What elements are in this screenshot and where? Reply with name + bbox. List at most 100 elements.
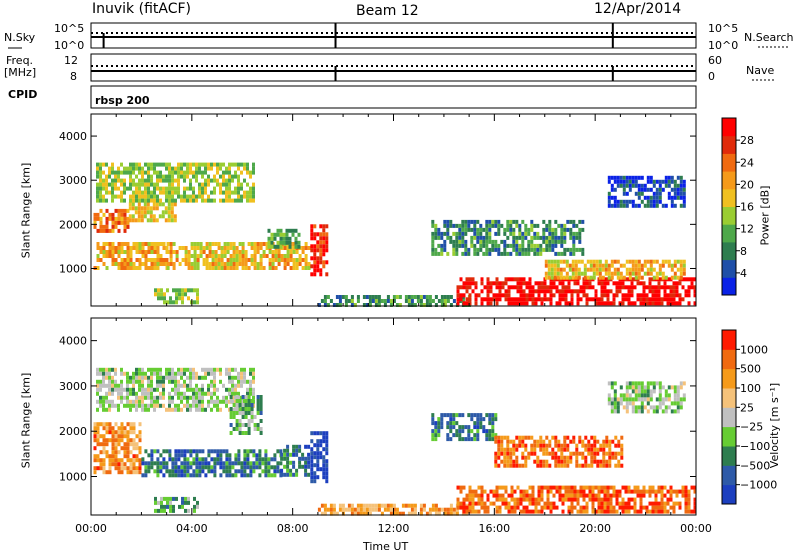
- y-tick-label: 4000: [59, 335, 87, 348]
- heatmap-cell: [96, 194, 99, 199]
- heatmap-cell: [465, 289, 469, 294]
- heatmap-cell: [231, 379, 234, 384]
- heatmap-cell: [222, 178, 225, 183]
- heatmap-cell: [268, 250, 272, 254]
- heatmap-cell: [587, 451, 591, 456]
- heatmap-cell: [228, 465, 232, 470]
- heatmap-cell: [132, 422, 136, 427]
- heatmap-cell: [178, 262, 182, 266]
- heatmap-cell: [627, 489, 631, 494]
- heatmap-cell: [255, 465, 259, 470]
- heatmap-cell: [524, 455, 528, 460]
- heatmap-cell: [310, 272, 314, 277]
- heatmap-cell: [150, 387, 153, 392]
- heatmap-cell: [171, 170, 174, 175]
- heatmap-cell: [383, 303, 387, 307]
- heatmap-cell: [609, 485, 613, 490]
- heatmap-cell: [461, 219, 465, 224]
- heatmap-cell: [560, 451, 564, 456]
- heatmap-cell: [670, 187, 674, 192]
- heatmap-cell: [503, 227, 507, 232]
- heatmap-cell: [159, 367, 162, 372]
- heatmap-cell: [522, 297, 526, 302]
- heatmap-cell: [219, 465, 223, 470]
- heatmap-cell: [286, 262, 290, 266]
- heatmap-cell: [613, 267, 617, 272]
- heatmap-cell: [522, 281, 526, 286]
- heatmap-cell: [144, 254, 148, 258]
- heatmap-cell: [679, 191, 683, 196]
- heatmap-cell: [652, 195, 656, 200]
- heatmap-cell: [129, 387, 132, 392]
- heatmap-cell: [506, 459, 510, 464]
- heatmap-cell: [546, 485, 550, 490]
- heatmap-cell: [563, 235, 567, 240]
- heatmap-cell: [141, 190, 144, 195]
- heatmap-cell: [634, 393, 638, 398]
- heatmap-cell: [96, 430, 100, 435]
- heatmap-cell: [120, 367, 123, 372]
- heatmap-cell: [171, 186, 174, 191]
- heatmap-cell: [229, 262, 233, 266]
- heatmap-cell: [621, 485, 625, 490]
- heatmap-cell: [111, 198, 114, 203]
- heatmap-cell: [205, 246, 209, 250]
- heatmap-cell: [660, 509, 664, 514]
- heatmap-cell: [246, 391, 249, 396]
- heatmap-cell: [313, 224, 317, 229]
- heatmap-cell: [279, 232, 283, 237]
- heatmap-cell: [117, 262, 121, 266]
- heatmap-cell: [678, 301, 682, 306]
- heatmap-cell: [494, 459, 498, 464]
- heatmap-cell: [673, 183, 677, 188]
- heatmap-cell: [273, 236, 277, 241]
- heatmap-cell: [657, 301, 661, 306]
- heatmap-cell: [471, 281, 475, 286]
- heatmap-cell: [132, 166, 135, 171]
- heatmap-cell: [616, 267, 620, 272]
- heatmap-cell: [597, 505, 601, 510]
- heatmap-cell: [616, 275, 620, 280]
- heatmap-cell: [190, 254, 194, 258]
- heatmap-cell: [554, 239, 558, 244]
- heatmap-cell: [509, 451, 513, 456]
- heatmap-cell: [129, 442, 133, 447]
- heatmap-cell: [516, 281, 520, 286]
- heatmap-cell: [617, 451, 621, 456]
- heatmap-cell: [220, 254, 224, 258]
- heatmap-cell: [600, 497, 604, 502]
- heatmap-cell: [232, 250, 236, 254]
- heatmap-cell: [590, 463, 594, 468]
- heatmap-cell: [631, 203, 635, 208]
- heatmap-cell: [392, 507, 396, 512]
- heatmap-cell: [225, 457, 229, 462]
- heatmap-cell: [654, 301, 658, 306]
- heatmap-cell: [169, 496, 172, 501]
- heatmap-cell: [111, 462, 115, 467]
- heatmap-cell: [545, 247, 549, 252]
- heatmap-cell: [533, 223, 537, 228]
- heatmap-cell: [172, 266, 176, 270]
- heatmap-cell: [413, 503, 417, 508]
- heatmap-cell: [476, 433, 480, 438]
- heatmap-cell: [192, 198, 195, 203]
- heatmap-cell: [465, 497, 469, 502]
- heatmap-cell: [211, 250, 215, 254]
- heatmap-cell: [289, 254, 293, 258]
- heatmap-cell: [187, 266, 191, 270]
- heatmap-cell: [551, 235, 555, 240]
- heatmap-cell: [108, 246, 112, 250]
- heatmap-cell: [96, 174, 99, 179]
- heatmap-cell: [504, 497, 508, 502]
- heatmap-cell: [141, 194, 144, 199]
- heatmap-cell: [319, 451, 323, 456]
- heatmap-cell: [531, 289, 535, 294]
- heatmap-cell: [603, 505, 607, 510]
- heatmap-cell: [693, 505, 697, 510]
- heatmap-cell: [657, 289, 661, 294]
- heatmap-cell: [495, 485, 499, 490]
- heatmap-cell: [542, 247, 546, 252]
- heatmap-cell: [316, 439, 320, 444]
- heatmap-cell: [550, 263, 554, 268]
- heatmap-cell: [252, 461, 256, 466]
